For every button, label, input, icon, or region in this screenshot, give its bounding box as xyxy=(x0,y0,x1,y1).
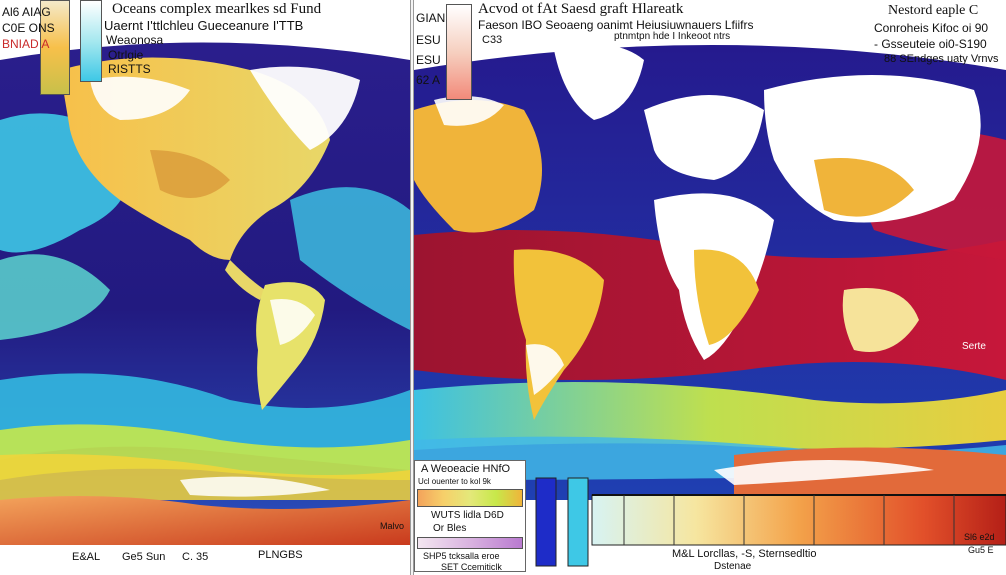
axis-label: M&L Lorcllas, -S, Sternsedltio xyxy=(672,548,817,560)
legend-box-gradient xyxy=(417,489,523,507)
top-right-line: Conroheis Kifoc oi 90 xyxy=(874,21,989,35)
bottom-label: C. 35 xyxy=(182,551,209,563)
legend-box-title: A Weoeacie HNfO xyxy=(421,463,511,475)
legend-box-line: Or Bles xyxy=(433,523,467,534)
bottom-right-label: Sl6 e2d xyxy=(964,532,995,542)
side-label: ESU xyxy=(416,33,441,47)
bottom-label: Ge5 Sun xyxy=(122,551,166,563)
legend-color-bar xyxy=(40,0,70,95)
legend-color-bar xyxy=(446,4,472,100)
top-right-line: 88 SEndges uaty Vrnvs xyxy=(884,53,999,65)
corner-label: C0E ONS xyxy=(2,21,55,35)
legend-box-line: WUTS lidla D6D xyxy=(431,510,504,521)
left-map-title: Oceans complex mearlkes sd Fund xyxy=(112,1,322,17)
right-map-subtitle: Faeson IBO Seoaeng oanimt Heiusiuwnauers… xyxy=(478,18,754,32)
legend-box: A Weoeacie HNfO Ucl ouenter to kol 9k WU… xyxy=(414,460,526,572)
legend-box-line: SET Ccemiticlk xyxy=(441,562,502,572)
map-label: Malvo xyxy=(380,521,405,531)
side-label: 62 A xyxy=(416,73,441,87)
legend-box-subtitle: Ucl ouenter to kol 9k xyxy=(418,477,491,486)
legend-box-line: SHP5 tcksalla eroe xyxy=(423,551,500,561)
top-right-title: Nestord eaple C xyxy=(888,3,979,18)
sea-label: Serte xyxy=(962,341,986,352)
side-label: ESU xyxy=(416,53,441,67)
axis-sublabel: Dstenae xyxy=(714,561,752,572)
corner-label: BNIAD A xyxy=(2,37,50,51)
legend-item: RISTTS xyxy=(108,62,151,76)
corner-label: Al6 AIAG xyxy=(2,5,51,19)
left-map-graphic xyxy=(0,0,410,575)
bottom-label: PLNGBS xyxy=(258,549,303,561)
right-map-subtitle-2: ptnmtpn hde I Inkeoot ntrs xyxy=(614,31,731,42)
legend-title: Weaonosa xyxy=(106,33,164,47)
right-map-panel: Acvod ot fAt Saesd graft Hlareatk Faeson… xyxy=(414,0,1006,575)
code-label: C33 xyxy=(482,34,503,46)
top-right-line: - Gsseuteie oi0-S190 xyxy=(874,37,987,51)
legend-color-bar-cyan xyxy=(80,0,102,82)
panel-divider xyxy=(410,0,414,575)
bottom-right-label: Gu5 E xyxy=(968,545,994,555)
side-label: GIAN xyxy=(416,11,446,25)
legend-box-gradient-2 xyxy=(417,537,523,549)
legend-item: Otrlgie xyxy=(108,48,144,62)
left-map-panel: Oceans complex mearlkes sd Fund Uaernt I… xyxy=(0,0,410,575)
left-map-subtitle: Uaernt I'ttlchleu Gueceanure I'TTB xyxy=(104,18,304,33)
right-map-title: Acvod ot fAt Saesd graft Hlareatk xyxy=(478,1,684,17)
bottom-label: E&AL xyxy=(72,551,101,563)
right-map-graphic xyxy=(414,0,1006,575)
